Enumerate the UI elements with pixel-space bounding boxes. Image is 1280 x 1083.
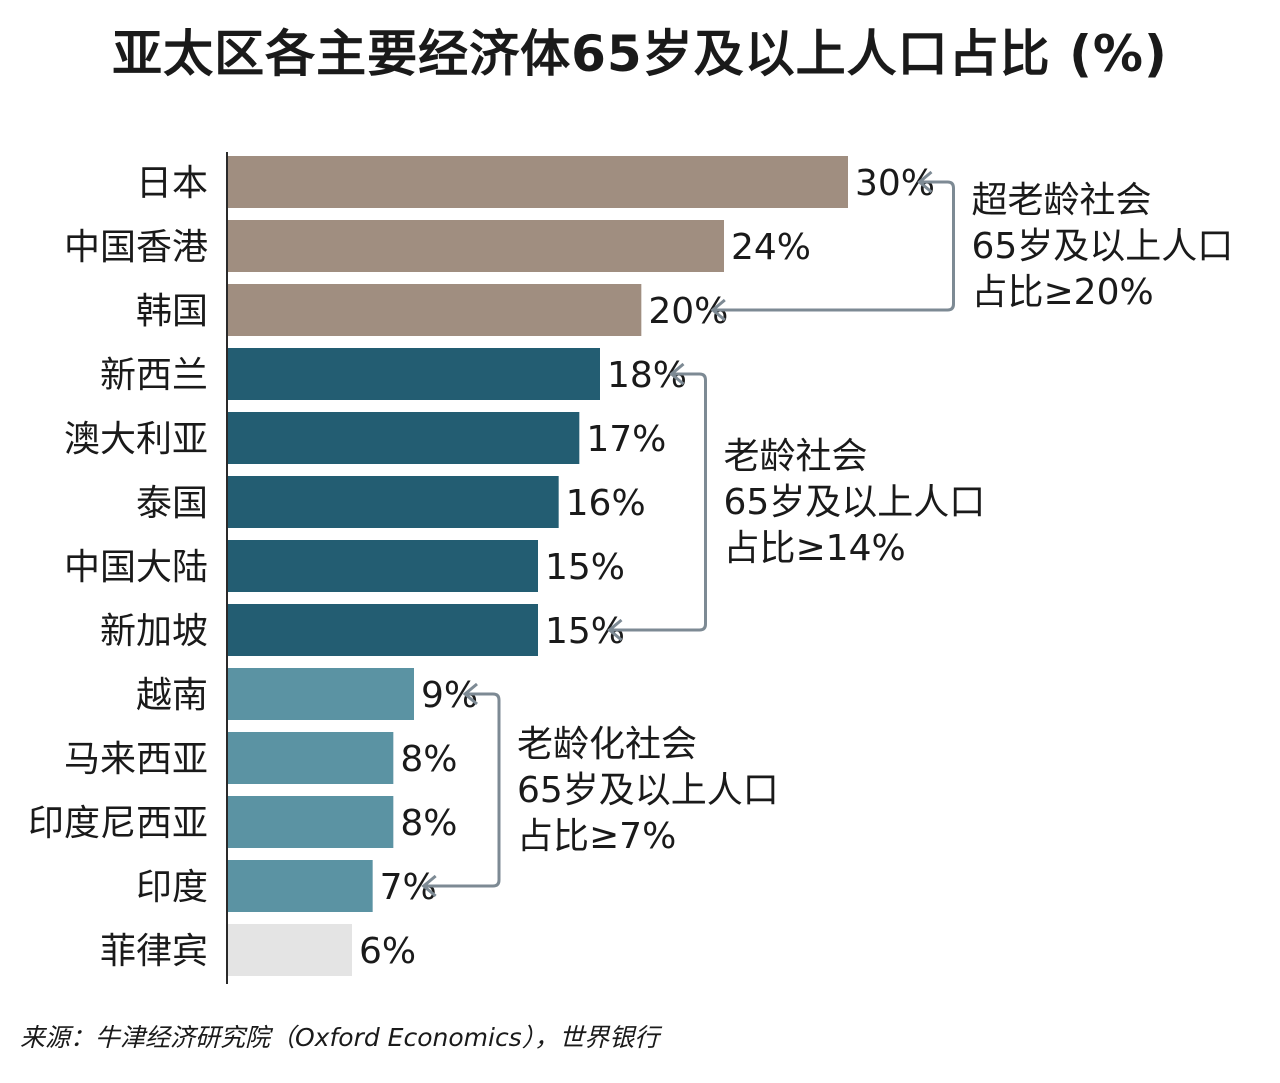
bar-10 (228, 796, 394, 848)
bar-7 (228, 604, 538, 656)
arrowhead-icon (710, 298, 726, 322)
bar-2 (228, 284, 642, 336)
group-label-line: 老龄化社会 (517, 724, 697, 765)
bar-0 (228, 156, 848, 208)
group-label-line: 超老龄社会 (972, 180, 1152, 221)
bar-5 (228, 476, 559, 528)
value-label: 24% (731, 227, 811, 268)
arrowhead-icon (917, 170, 933, 194)
group-label-line: 老龄社会 (724, 436, 868, 477)
bracket-line (712, 180, 955, 312)
category-label: 日本 (136, 163, 208, 204)
group-label-line: 占比≥14% (724, 528, 906, 569)
value-label: 8% (400, 739, 457, 780)
category-label: 新加坡 (100, 611, 208, 652)
group-label-line: 65岁及以上人口 (972, 226, 1234, 267)
group-label-line: 占比≥20% (972, 272, 1154, 313)
category-label: 韩国 (136, 291, 208, 332)
category-label: 中国香港 (64, 227, 208, 268)
group-annotation-0: 超老龄社会 65岁及以上人口占比≥20% (710, 170, 1234, 322)
category-label: 泰国 (136, 483, 208, 524)
arrowhead-icon (607, 618, 623, 642)
group-annotation-2: 老龄化社会 65岁及以上人口占比≥7% (421, 682, 779, 898)
bar-chart: 日本中国香港韩国新西兰澳大利亚泰国中国大陆新加坡越南马来西亚印度尼西亚印度菲律宾… (28, 152, 1234, 984)
category-label: 中国大陆 (64, 547, 208, 588)
value-label: 17% (586, 419, 666, 460)
value-label: 16% (566, 483, 646, 524)
category-label: 澳大利亚 (64, 419, 208, 460)
value-label: 6% (359, 931, 416, 972)
arrowhead-icon (462, 682, 478, 706)
bracket-line (423, 692, 501, 888)
category-label: 菲律宾 (100, 931, 208, 972)
value-label: 8% (400, 803, 457, 844)
category-label: 新西兰 (100, 355, 208, 396)
category-label: 越南 (136, 675, 208, 716)
bracket-line (609, 372, 707, 632)
group-label-line: 65岁及以上人口 (724, 482, 986, 523)
bar-3 (228, 348, 600, 400)
value-label: 15% (545, 547, 625, 588)
bar-9 (228, 732, 394, 784)
group-annotation-1: 老龄社会 65岁及以上人口占比≥14% (607, 362, 986, 642)
bar-1 (228, 220, 724, 272)
group-label-line: 65岁及以上人口 (517, 770, 779, 811)
category-label: 印度尼西亚 (28, 803, 208, 844)
arrowhead-icon (421, 874, 437, 898)
category-label: 马来西亚 (64, 739, 208, 780)
bar-6 (228, 540, 538, 592)
source-note: 来源：牛津经济研究院（Oxford Economics），世界银行 (20, 1023, 660, 1052)
group-label-line: 占比≥7% (517, 816, 676, 857)
bar-4 (228, 412, 580, 464)
category-label: 印度 (136, 867, 208, 908)
arrowhead-icon (669, 362, 685, 386)
bar-11 (228, 860, 373, 912)
chart-title: 亚太区各主要经济体65岁及以上人口占比 (%) (112, 25, 1168, 83)
bar-8 (228, 668, 414, 720)
bar-12 (228, 924, 352, 976)
